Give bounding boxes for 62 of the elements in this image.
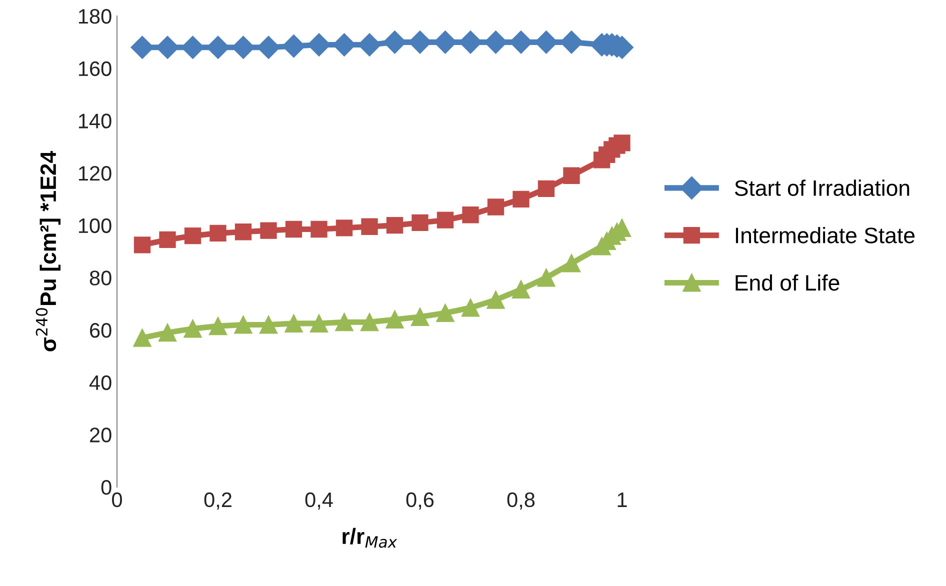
point: [159, 231, 176, 248]
point: [284, 314, 303, 332]
point: [386, 310, 404, 329]
point: [614, 134, 630, 152]
y-tick-label: 40: [89, 375, 112, 390]
legend-label: Start of Irradiation: [734, 180, 910, 196]
y-tick-label: 140: [78, 114, 112, 128]
point: [361, 218, 378, 235]
point: [436, 304, 454, 322]
y-tick-label: 160: [78, 61, 112, 76]
point: [436, 212, 454, 228]
x-tick-label: 0: [112, 492, 122, 508]
y-tick-label: 60: [90, 323, 112, 338]
point: [158, 324, 177, 342]
legend-label: End of Life: [736, 274, 840, 291]
point: [462, 206, 479, 224]
point: [134, 236, 151, 254]
point: [206, 36, 230, 59]
legend-label: Intermediate State: [736, 227, 915, 244]
point: [512, 190, 530, 208]
point: [285, 220, 302, 238]
y-tick-label: 100: [78, 218, 112, 234]
point: [310, 220, 328, 238]
x-tick-label: 0,6: [406, 492, 434, 510]
point: [310, 314, 328, 332]
x-tick-label: 0,8: [507, 492, 535, 510]
point: [257, 36, 280, 59]
point: [486, 290, 505, 309]
point: [259, 316, 278, 334]
y-tick-label: 120: [78, 166, 112, 181]
x-tick-label: 1: [618, 492, 627, 507]
point: [537, 268, 556, 287]
point: [133, 328, 152, 347]
point: [563, 167, 580, 184]
point: [335, 313, 354, 332]
point: [412, 214, 428, 232]
point: [282, 34, 306, 58]
point: [184, 320, 202, 338]
point: [461, 298, 480, 317]
y-tick-label: 0: [101, 480, 112, 495]
point: [156, 36, 179, 59]
x-axis-title: r/r$_{Max}$: [342, 528, 398, 548]
point: [234, 224, 252, 240]
y-tick-label: 20: [90, 428, 112, 442]
point: [208, 317, 228, 336]
point: [360, 313, 379, 332]
point: [336, 220, 353, 236]
point: [234, 316, 252, 334]
point: [562, 254, 581, 272]
point: [184, 227, 202, 244]
y-tick-label: 180: [78, 9, 112, 24]
point: [512, 280, 530, 298]
point: [487, 198, 504, 216]
x-tick-label: 0,2: [204, 492, 232, 510]
point: [210, 224, 226, 242]
point: [260, 222, 277, 239]
x-tick-label: 0,4: [305, 492, 333, 510]
point: [538, 180, 555, 198]
y-axis-title: σ$^{240}$Pu [cm²] *1E24: [36, 150, 60, 352]
point: [386, 217, 404, 234]
point: [410, 308, 430, 326]
y-tick-label: 80: [90, 270, 112, 286]
